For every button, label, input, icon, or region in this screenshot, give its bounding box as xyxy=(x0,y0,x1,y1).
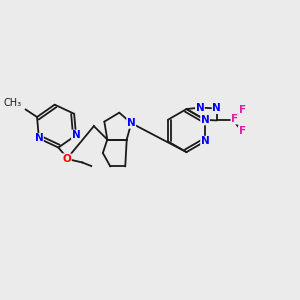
Text: F: F xyxy=(238,105,246,115)
Text: N: N xyxy=(201,115,209,125)
Text: O: O xyxy=(62,154,71,164)
Text: F: F xyxy=(238,126,246,136)
Text: F: F xyxy=(231,114,238,124)
Text: CH₃: CH₃ xyxy=(4,98,22,108)
Text: N: N xyxy=(201,136,209,146)
Text: N: N xyxy=(196,103,204,112)
Text: N: N xyxy=(72,130,80,140)
Text: N: N xyxy=(212,103,221,113)
Text: N: N xyxy=(34,134,43,143)
Text: N: N xyxy=(127,118,136,128)
